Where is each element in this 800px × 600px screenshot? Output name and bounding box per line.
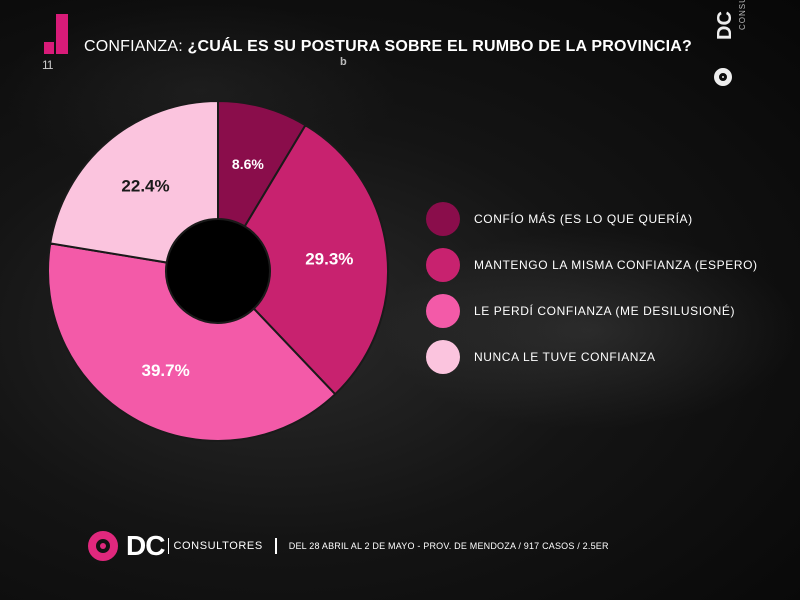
legend-swatch (426, 202, 460, 236)
legend-label: MANTENGO LA MISMA CONFIANZA (ESPERO) (474, 258, 758, 272)
page-title: CONFIANZA: ¿CUÁL ES SU POSTURA SOBRE EL … (84, 38, 692, 56)
number-glyph-flag (44, 42, 54, 54)
slice-data-label: 29.3% (305, 250, 353, 269)
brand-circle-icon (88, 531, 118, 561)
legend-label: CONFÍO MÁS (ES LO QUE QUERÍA) (474, 212, 693, 226)
title-lead: CONFIANZA: (84, 38, 188, 55)
brand-logo-vertical: DC CONSULTORES (714, 0, 754, 100)
donut-hole (167, 220, 269, 322)
section-subnumber: 11 (42, 58, 54, 72)
section-number-badge: 11 (40, 14, 74, 72)
legend-item: CONFÍO MÁS (ES LO QUE QUERÍA) (426, 196, 758, 242)
footer-logo-dc: DC (126, 530, 165, 561)
legend-item: MANTENGO LA MISMA CONFIANZA (ESPERO) (426, 242, 758, 288)
logo-divider (168, 538, 170, 554)
donut-slice-3 (47, 242, 337, 442)
legend-item: LE PERDÍ CONFIANZA (ME DESILUSIONÉ) (426, 288, 758, 334)
number-glyph (56, 14, 68, 54)
footer-logo-consultores: CONSULTORES (173, 540, 263, 552)
mini-glyph: b (340, 56, 347, 68)
legend-swatch (426, 340, 460, 374)
footer-divider (274, 538, 277, 554)
brand-circle-icon (714, 68, 732, 86)
legend-item: NUNCA LE TUVE CONFIANZA (426, 334, 758, 380)
legend-label: NUNCA LE TUVE CONFIANZA (474, 350, 656, 364)
donut-slice-4 (49, 99, 219, 264)
slice-data-label: 8.6% (232, 156, 264, 172)
footer: DC CONSULTORES DEL 28 ABRIL AL 2 DE MAYO… (88, 526, 609, 566)
title-question: ¿CUÁL ES SU POSTURA SOBRE EL RUMBO DE LA… (187, 38, 693, 55)
slice-data-label: 39.7% (141, 361, 189, 380)
slice-data-label: 22.4% (121, 177, 169, 196)
legend-swatch (426, 248, 460, 282)
legend-swatch (426, 294, 460, 328)
chart-legend: CONFÍO MÁS (ES LO QUE QUERÍA) MANTENGO LA… (426, 196, 758, 380)
legend-label: LE PERDÍ CONFIANZA (ME DESILUSIONÉ) (474, 304, 736, 318)
footer-note: DEL 28 ABRIL AL 2 DE MAYO - PROV. DE MEN… (288, 541, 609, 551)
donut-slice-2 (243, 123, 389, 396)
